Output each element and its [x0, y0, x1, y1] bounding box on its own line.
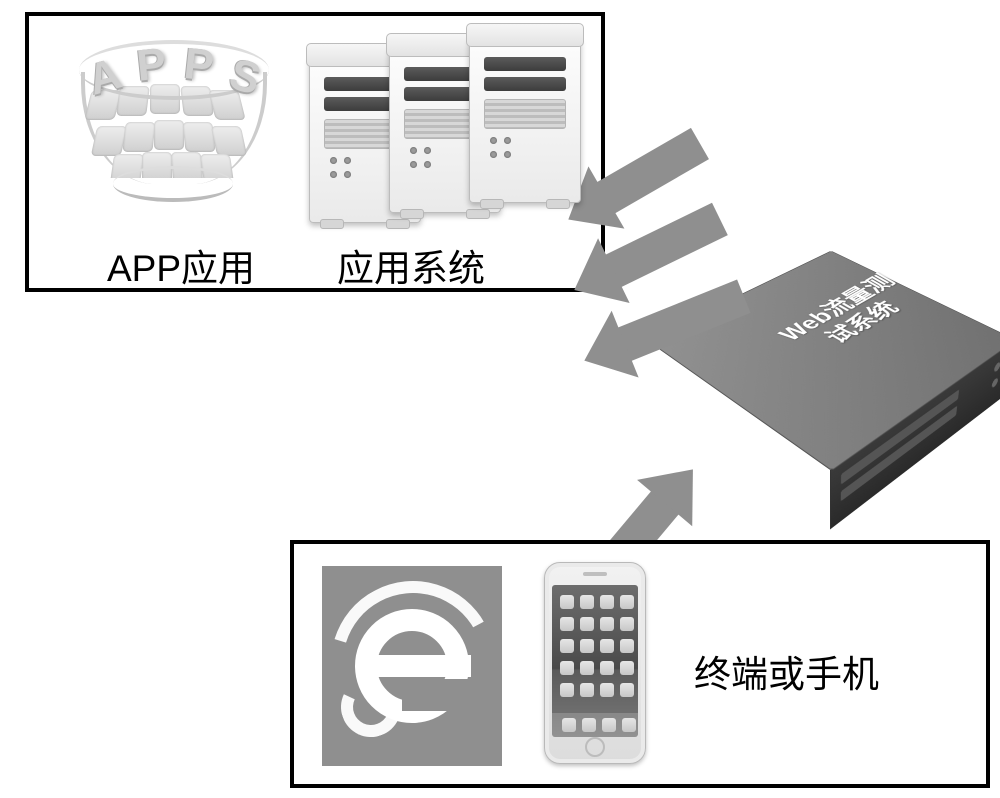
appliance-led	[991, 377, 998, 389]
ie-crossbar	[363, 655, 471, 677]
bowl-app-tile	[84, 90, 121, 120]
smartphone-graphic	[544, 562, 646, 764]
phone-home-button	[585, 737, 605, 757]
ie-logo-icon	[347, 601, 477, 731]
phone-app-icon	[620, 683, 634, 697]
browser-tile	[322, 566, 502, 766]
phone-app-icon	[600, 683, 614, 697]
phone-screen	[552, 585, 638, 737]
server-led	[330, 157, 337, 164]
bowl-app-tile	[211, 126, 247, 156]
phone-app-icon	[580, 595, 594, 609]
server-led	[424, 147, 431, 154]
server-led	[344, 171, 351, 178]
phone-app-icon	[620, 617, 634, 631]
phone-app-icon	[600, 639, 614, 653]
server-foot	[546, 199, 570, 209]
server-led	[330, 171, 337, 178]
phone-dock-icon	[622, 718, 636, 732]
server-foot	[386, 219, 410, 229]
bowl-app-tile	[91, 126, 127, 156]
system-caption: 应用系统	[337, 238, 485, 292]
ie-ring-gap	[402, 679, 472, 711]
phone-dock-icon	[562, 718, 576, 732]
phone-app-icon	[600, 661, 614, 675]
server-led	[490, 151, 497, 158]
apps-bowl-graphic: APPS	[79, 46, 269, 216]
server-foot	[400, 209, 424, 219]
server-foot	[466, 209, 490, 219]
server-led	[410, 147, 417, 154]
phone-app-icon	[580, 639, 594, 653]
bowl-app-tile	[182, 122, 215, 152]
server-led	[504, 151, 511, 158]
server-vent	[484, 99, 566, 129]
server-foot	[480, 199, 504, 209]
server-led	[424, 161, 431, 168]
phone-app-icon	[600, 595, 614, 609]
bowl-base-front	[113, 166, 233, 202]
phone-app-icon	[600, 617, 614, 631]
phone-dock-icon	[602, 718, 616, 732]
phone-app-icon	[620, 595, 634, 609]
bottom-group-box: 终端或手机	[290, 540, 990, 788]
server-foot	[320, 219, 344, 229]
server-cluster-graphic	[309, 36, 609, 236]
phone-app-icon	[580, 683, 594, 697]
server-led	[504, 137, 511, 144]
phone-speaker	[583, 572, 607, 576]
phone-app-icon	[580, 617, 594, 631]
bowl-app-tile	[154, 120, 184, 150]
server-drive-bay	[484, 77, 566, 91]
server-tower	[469, 36, 581, 203]
bowl-app-tile	[122, 122, 155, 152]
bowl-rim-front	[79, 40, 269, 100]
terminal-caption: 终端或手机	[694, 644, 879, 698]
server-drive-bay	[484, 57, 566, 71]
phone-dock-icon	[582, 718, 596, 732]
phone-app-icon	[620, 639, 634, 653]
phone-app-icon	[560, 683, 574, 697]
phone-app-icon	[560, 617, 574, 631]
app-caption: APP应用	[107, 238, 255, 292]
phone-app-icon	[560, 661, 574, 675]
top-group-box: APPS APP应用 应用系统	[25, 12, 605, 292]
appliance-led	[994, 361, 1000, 373]
phone-app-icon	[580, 661, 594, 675]
phone-app-icon	[560, 595, 574, 609]
server-led	[410, 161, 417, 168]
server-led	[344, 157, 351, 164]
server-led	[490, 137, 497, 144]
phone-dock	[552, 713, 638, 737]
phone-app-icon	[560, 639, 574, 653]
phone-app-icon	[620, 661, 634, 675]
